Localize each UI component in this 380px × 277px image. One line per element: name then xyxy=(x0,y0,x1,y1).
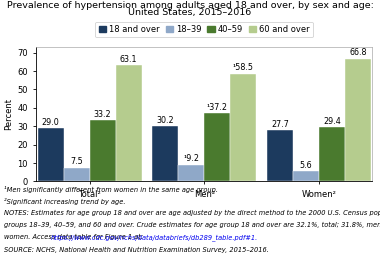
Text: ¹Men significantly different from women in the same age group.: ¹Men significantly different from women … xyxy=(4,186,218,193)
Text: ²Significant increasing trend by age.: ²Significant increasing trend by age. xyxy=(4,198,125,205)
Text: groups 18–39, 40–59, and 60 and over. Crude estimates for age group 18 and over : groups 18–39, 40–59, and 60 and over. Cr… xyxy=(4,222,380,228)
Text: United States, 2015–2016: United States, 2015–2016 xyxy=(128,8,252,17)
Text: https://www.cdc.gov/nchs/data/databriefs/db289_table.pdf#1.: https://www.cdc.gov/nchs/data/databriefs… xyxy=(51,234,258,241)
Text: NOTES: Estimates for age group 18 and over are age adjusted by the direct method: NOTES: Estimates for age group 18 and ov… xyxy=(4,210,380,216)
Bar xyxy=(116,65,142,181)
Bar xyxy=(319,127,345,181)
Text: ¹58.5: ¹58.5 xyxy=(233,63,254,73)
Bar xyxy=(152,126,178,181)
Text: 66.8: 66.8 xyxy=(349,48,367,57)
Legend: 18 and over, 18–39, 40–59, 60 and over: 18 and over, 18–39, 40–59, 60 and over xyxy=(95,22,313,37)
Text: ¹9.2: ¹9.2 xyxy=(183,154,199,163)
Y-axis label: Percent: Percent xyxy=(4,98,13,130)
Bar xyxy=(38,128,63,181)
Text: 27.7: 27.7 xyxy=(271,120,289,129)
Bar xyxy=(293,171,319,181)
Text: 30.2: 30.2 xyxy=(157,116,174,125)
Bar xyxy=(204,113,230,181)
Text: Prevalence of hypertension among adults aged 18 and over, by sex and age:: Prevalence of hypertension among adults … xyxy=(6,1,374,10)
Bar xyxy=(267,130,293,181)
Bar xyxy=(63,168,90,181)
Bar xyxy=(178,165,204,181)
Text: 7.5: 7.5 xyxy=(70,157,83,166)
Text: 33.2: 33.2 xyxy=(94,110,111,119)
Text: SOURCE: NCHS, National Health and Nutrition Examination Survey, 2015–2016.: SOURCE: NCHS, National Health and Nutrit… xyxy=(4,247,269,253)
Text: ¹37.2: ¹37.2 xyxy=(207,103,228,112)
Bar xyxy=(90,120,116,181)
Text: 29.0: 29.0 xyxy=(42,118,60,127)
Bar xyxy=(345,58,371,181)
Bar xyxy=(230,74,256,181)
Text: 63.1: 63.1 xyxy=(120,55,137,64)
Text: women. Access data table for Figure 1 at:: women. Access data table for Figure 1 at… xyxy=(4,234,145,240)
Text: 5.6: 5.6 xyxy=(299,161,312,170)
Text: 29.4: 29.4 xyxy=(323,117,341,126)
